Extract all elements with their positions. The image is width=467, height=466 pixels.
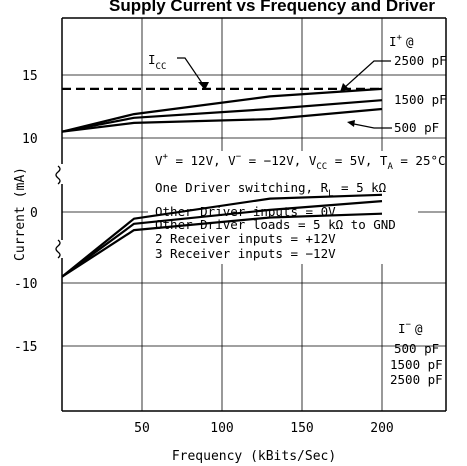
iminus-label-sup: − [406,320,412,330]
y-ticks: 15 10 0 -10 -15 [14,69,38,355]
arrow-head-2500-upper [340,83,349,92]
icc-arrow-line [177,57,205,87]
upper-label-2500: 2500 pF [394,53,447,68]
cond1-ta-sub: A [387,162,393,172]
cond1-text-d: = 25°C [393,153,446,168]
icc-label-main: I [148,52,156,67]
cond1-v: V [155,153,163,168]
cond1-vplus-sup: + [163,152,169,162]
iplus-label: I+ @ [389,33,414,49]
x-axis-label: Frequency (kBits/Sec) [172,449,336,464]
lower-label-2500: 2500 pF [390,372,443,387]
cond1-vminus-sup: − [236,152,242,162]
iplus-label-sup: + [397,33,403,43]
condition-line-2: One Driver switching, RL = 5 kΩ [155,180,387,199]
y-tick-label-10: 10 [22,132,38,147]
x-tick-label-100: 100 [210,421,233,436]
iminus-label: I− @ [398,320,423,336]
y-tick-label-neg15: -15 [14,340,37,355]
iplus-line-500pf [61,107,383,133]
iplus-label-main: I [389,34,397,49]
chart-title: Supply Current vs Frequency and Driver [109,0,435,15]
cond2-text-b: = 5 kΩ [334,180,387,195]
arrow-line-2500-upper [343,60,391,89]
x-tick-label-50: 50 [134,421,150,436]
cond1-text-c: = 5V, T [327,153,388,168]
icc-label-sub: CC [156,62,167,72]
iminus-label-at: @ [415,321,423,336]
iplus-label-at: @ [406,34,414,49]
upper-label-500: 500 pF [394,120,439,135]
axis-break-lower [55,239,61,259]
cond2-rl-sub: L [328,189,333,199]
lower-label-500: 500 pF [394,341,439,356]
condition-line-1: V+ = 12V, V− = −12V, VCC = 5V, TA = 25°C [155,152,446,172]
condition-line-4: Other Driver loads = 5 kΩ to GND [155,217,396,232]
cond1-vcc-sub: CC [316,162,327,172]
y-tick-label-15: 15 [22,69,38,84]
cond1-text-a: = 12V, V [168,153,236,168]
iminus-callout: I− @ 500 pF 1500 pF 2500 pF [390,320,443,387]
iplus-line-2500pf [61,87,383,133]
iminus-label-main: I [398,321,406,336]
iplus-line-1500pf [61,99,383,133]
iplus-callout: I+ @ 2500 pF 1500 pF 500 pF [340,33,447,135]
gridlines [62,18,446,411]
conditions-annotation: V+ = 12V, V− = −12V, VCC = 5V, TA = 25°C… [155,152,446,261]
condition-line-5: 2 Receiver inputs = +12V [155,231,336,246]
condition-line-3: Other Driver inputs = 0V [155,204,336,219]
series-layer [61,87,383,278]
iminus-line-500pf [61,212,383,278]
iminus-line-1500pf [61,200,383,278]
x-tick-label-200: 200 [370,421,393,436]
upper-label-1500: 1500 pF [394,92,447,107]
icc-arrow-head [198,82,209,90]
y-tick-label-0: 0 [30,206,38,221]
cond1-text-b: = −12V, V [241,153,317,168]
y-axis-label: Current (mA) [13,167,28,261]
condition-line-6: 3 Receiver inputs = −12V [155,246,336,261]
iminus-line-2500pf [61,193,383,278]
arrow-line-500-upper [353,123,392,129]
icc-callout: ICC [148,52,209,90]
x-ticks: 50 100 150 200 [134,421,394,436]
y-tick-label-neg10: -10 [14,277,37,292]
icc-label: ICC [148,52,166,72]
arrow-head-500-upper [347,120,355,127]
cond2-text-a: One Driver switching, R [155,180,329,195]
x-tick-label-150: 150 [290,421,313,436]
lower-label-1500: 1500 pF [390,357,443,372]
axis-break-upper [55,165,61,185]
annotation-backdrop [148,151,418,264]
